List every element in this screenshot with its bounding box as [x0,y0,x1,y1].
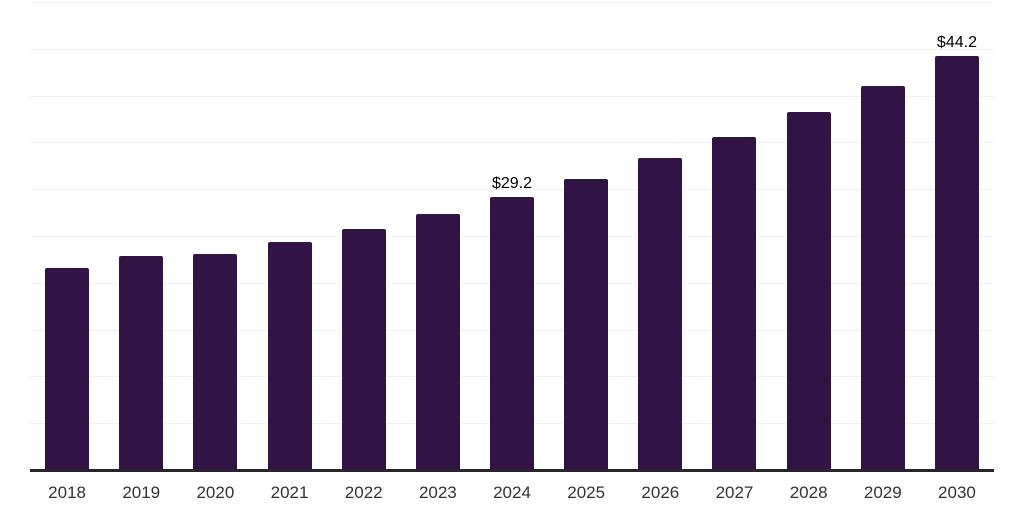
x-tick-label-2024: 2024 [493,483,531,502]
bar-slot-2030: $44.2 [920,2,994,470]
x-tick-label-2018: 2018 [48,483,86,502]
x-tick-label-2029: 2029 [863,483,902,502]
x-tick-label-2022: 2022 [344,483,383,502]
x-tick-label-2020: 2020 [196,483,235,502]
bar-slot-2027 [697,2,771,470]
x-tick-label-2023: 2023 [418,483,457,502]
data-label-2024: $29.2 [491,174,533,192]
x-tick-label-2025: 2025 [567,483,606,502]
gridline-40 [30,95,994,97]
bar-2028 [786,111,831,470]
bar-2023 [415,214,460,470]
bar-slot-2021 [252,2,326,470]
gridline-30 [30,189,994,191]
bar-2024 [490,196,535,470]
bar-slot-2028 [772,2,846,470]
bar-slot-2020 [178,2,252,470]
bar-2030 [934,56,979,470]
bar-2020 [193,253,238,470]
plot-area: $29.2 $44.2 [30,2,994,470]
bar-2026 [638,158,683,470]
bar-2018 [45,267,90,470]
bar-2019 [119,255,164,470]
x-axis-tick-labels: 2018 2019 2020 2021 2022 2023 2024 2025 2026 2027… [30,483,994,503]
bar-2021 [267,241,312,470]
gridline-50 [30,2,994,3]
x-tick-label-2019: 2019 [122,483,161,502]
x-tick-label-2028: 2028 [789,483,828,502]
bar-slot-2026 [623,2,697,470]
x-tick-label-2021: 2021 [270,483,309,502]
bar-slot-2019 [104,2,178,470]
x-tick-label-2027: 2027 [715,483,754,502]
x-tick-label-2026: 2026 [641,483,680,502]
bar-slot-2018 [30,2,104,470]
bar-2022 [341,229,386,470]
data-label-2030: $44.2 [936,34,977,52]
bar-2027 [712,136,757,470]
bar-slot-2022 [327,2,401,470]
bars-row: $29.2 $44.2 [30,2,994,470]
x-axis-line [30,469,994,472]
bar-slot-2029 [846,2,920,470]
bar-slot-2023 [401,2,475,470]
bar-2029 [860,86,905,470]
x-tick-label-2030: 2030 [938,483,976,502]
bar-slot-2025 [549,2,623,470]
gridline-35 [30,142,994,144]
gridline-45 [30,48,994,50]
bar-slot-2024: $29.2 [475,2,549,470]
bar-2025 [564,178,609,470]
